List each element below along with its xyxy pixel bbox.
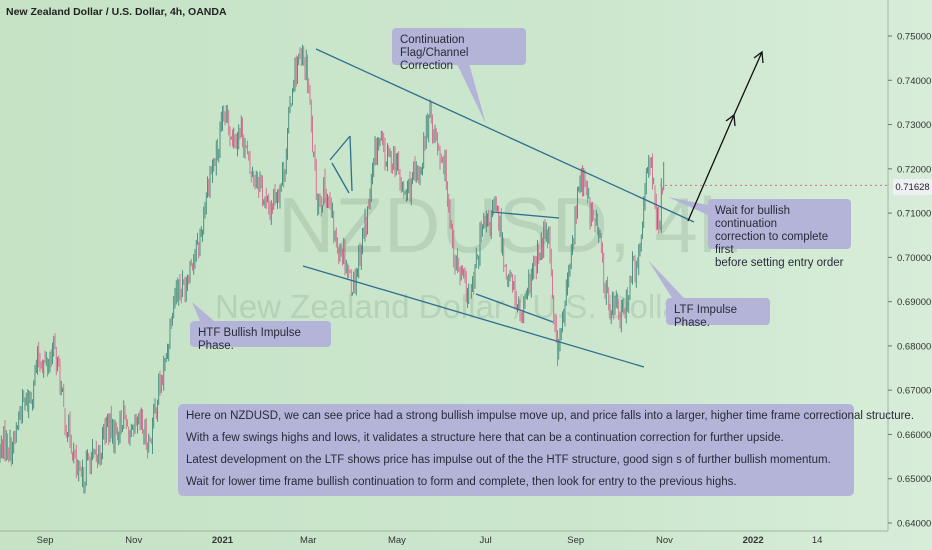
time-tick-label: Nov bbox=[656, 535, 673, 546]
inner-resistance-line bbox=[491, 211, 560, 219]
chart-title: New Zealand Dollar / U.S. Dollar, 4h, OA… bbox=[6, 6, 227, 18]
candlestick-series bbox=[0, 44, 665, 494]
time-tick-label: Mar bbox=[300, 535, 316, 546]
price-tick-label: 0.68000 bbox=[897, 341, 931, 352]
time-tick-label: Sep bbox=[37, 535, 54, 546]
time-tick-label: May bbox=[388, 535, 406, 546]
price-tick-label: 0.74000 bbox=[897, 76, 931, 87]
note-line-3: Latest development on the LTF shows pric… bbox=[186, 454, 831, 466]
wait-callout-pointer bbox=[668, 197, 708, 215]
time-tick-label: Sep bbox=[567, 535, 584, 546]
htf-callout-pointer bbox=[192, 302, 214, 321]
price-tick-label: 0.72000 bbox=[897, 164, 931, 175]
note-line-4: Wait for lower time frame bullish contin… bbox=[186, 476, 737, 488]
projection-arrow-segment-2 bbox=[733, 51, 763, 116]
time-tick-label: 14 bbox=[812, 535, 823, 546]
analysis-note[interactable]: Here on NZDUSD, we can see price had a s… bbox=[178, 404, 915, 496]
price-tick-label: 0.64000 bbox=[897, 519, 931, 530]
price-tick-label: 0.70000 bbox=[897, 253, 931, 264]
flag-pole-line-c bbox=[349, 135, 353, 192]
time-tick-label: Nov bbox=[125, 535, 142, 546]
note-line-2: With a few swings highs and lows, it val… bbox=[186, 432, 784, 444]
price-tick-label: 0.73000 bbox=[897, 120, 931, 131]
ltf-callout-pointer bbox=[648, 260, 684, 298]
time-tick-label: Jul bbox=[480, 535, 492, 546]
flag-correction-callout[interactable]: Continuation Flag/Channel Correction bbox=[392, 28, 526, 72]
price-tick-label: 0.71000 bbox=[897, 209, 931, 220]
flag-callout-pointer bbox=[455, 60, 486, 124]
price-tick-label: 0.69000 bbox=[897, 297, 931, 308]
drawing-tools bbox=[192, 48, 888, 368]
price-tick-label: 0.66000 bbox=[897, 430, 931, 441]
ltf-impulse-callout[interactable]: LTF Impulse Phase. bbox=[666, 298, 770, 329]
note-line-1: Here on NZDUSD, we can see price had a s… bbox=[186, 410, 915, 422]
channel-upper-trendline bbox=[315, 48, 695, 223]
price-tick-label: 0.65000 bbox=[897, 474, 931, 485]
projection-arrow-head-2 bbox=[753, 50, 764, 64]
price-tick-label: 0.67000 bbox=[897, 386, 931, 397]
flag-pole-line-a bbox=[329, 135, 351, 161]
price-tick-label: 0.75000 bbox=[897, 32, 931, 43]
symbol-watermark: NZDUSD, 4h bbox=[278, 181, 744, 269]
channel-lower-trendline bbox=[302, 265, 645, 368]
time-tick-label: 2022 bbox=[743, 535, 764, 546]
projection-arrow-segment-1 bbox=[687, 114, 735, 222]
time-tick-label: 2021 bbox=[212, 535, 234, 546]
htf-impulse-callout[interactable]: HTF Bullish Impulse Phase. bbox=[190, 321, 331, 352]
flag-pole-line-b bbox=[331, 162, 350, 194]
wait-continuation-callout[interactable]: Wait for bullish continuation correction… bbox=[708, 199, 851, 269]
last-price-label: 0.71628 bbox=[893, 179, 932, 195]
inner-support-line bbox=[475, 293, 554, 323]
